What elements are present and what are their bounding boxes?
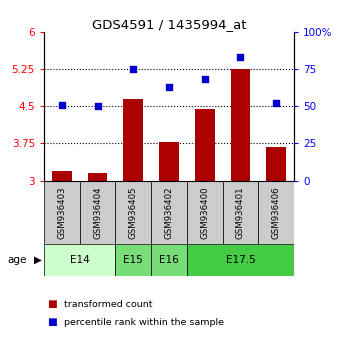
Text: GSM936404: GSM936404	[93, 186, 102, 239]
Bar	[258, 181, 294, 244]
Bar	[52, 171, 72, 181]
Text: age: age	[7, 255, 26, 265]
Point	[130, 66, 136, 72]
Point	[202, 76, 208, 82]
Point	[59, 102, 65, 108]
Bar	[115, 181, 151, 244]
Bar	[88, 173, 107, 181]
Bar	[80, 181, 115, 244]
Text: ▶: ▶	[34, 255, 42, 265]
Text: E17.5: E17.5	[225, 255, 255, 265]
Bar	[44, 181, 80, 244]
Text: percentile rank within the sample: percentile rank within the sample	[64, 318, 224, 327]
Bar	[187, 181, 223, 244]
Bar	[223, 181, 258, 244]
Text: GSM936400: GSM936400	[200, 186, 209, 239]
Point	[273, 101, 279, 106]
Text: GSM936406: GSM936406	[272, 186, 281, 239]
Text: GSM936403: GSM936403	[57, 186, 66, 239]
Text: E14: E14	[70, 255, 90, 265]
Bar	[187, 244, 294, 276]
Bar	[159, 142, 179, 181]
Text: transformed count: transformed count	[64, 300, 153, 309]
Text: E15: E15	[123, 255, 143, 265]
Bar	[195, 109, 215, 181]
Bar	[151, 244, 187, 276]
Bar	[231, 69, 250, 181]
Text: GSM936402: GSM936402	[165, 186, 173, 239]
Title: GDS4591 / 1435994_at: GDS4591 / 1435994_at	[92, 18, 246, 31]
Bar	[123, 99, 143, 181]
Point	[238, 54, 243, 60]
Bar	[266, 147, 286, 181]
Bar	[44, 244, 115, 276]
Bar	[115, 244, 151, 276]
Point	[95, 103, 100, 109]
Text: GSM936401: GSM936401	[236, 186, 245, 239]
Text: GSM936405: GSM936405	[129, 186, 138, 239]
Text: ■: ■	[47, 299, 57, 309]
Text: ■: ■	[47, 317, 57, 327]
Bar	[151, 181, 187, 244]
Point	[166, 84, 172, 90]
Text: E16: E16	[159, 255, 179, 265]
